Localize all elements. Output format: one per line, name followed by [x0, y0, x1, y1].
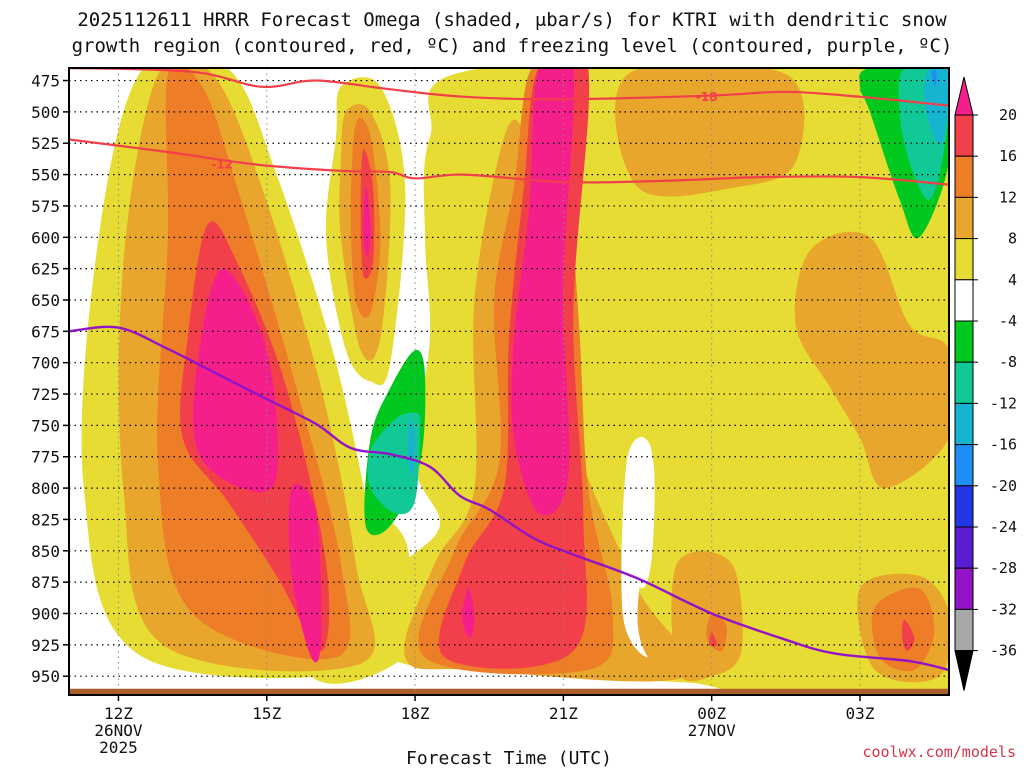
y-tick-label: 650 — [31, 291, 60, 310]
colorbar-label: -32 — [990, 600, 1017, 618]
colorbar-band — [954, 114, 974, 157]
omega-region-lobe-ne-gold — [615, 68, 805, 197]
colorbar-band-bottom — [954, 650, 974, 691]
colorbar-band — [954, 608, 974, 652]
y-tick-label: 775 — [31, 448, 60, 467]
x-tick-label: 18Z — [401, 704, 430, 723]
x-tick-label: 15Z — [252, 704, 281, 723]
omega-region-east-magenta — [511, 68, 575, 516]
colorbar-band — [954, 155, 974, 198]
dgz-contour-line — [69, 138, 949, 186]
x-tick-label: 27NOV — [688, 721, 737, 740]
y-tick-label: 875 — [31, 573, 60, 592]
y-tick-label: 625 — [31, 260, 60, 279]
colorbar-band-top — [954, 76, 974, 116]
colorbar-band — [954, 238, 974, 281]
y-tick-label: 575 — [31, 197, 60, 216]
dgz-contour-label: -18 — [696, 90, 718, 104]
colorbar-label: 4 — [1008, 271, 1017, 289]
colorbar-band — [954, 444, 974, 487]
credit-text: coolwx.com/models — [862, 743, 1016, 761]
colorbar-label: -4 — [999, 312, 1017, 330]
omega-region-lobe-far-se-red — [901, 619, 915, 652]
chart-title-line-1: 2025112611 HRRR Forecast Omega (shaded, … — [77, 9, 947, 31]
colorbar-band — [954, 526, 974, 569]
omega-region-blue-ne — [931, 69, 937, 87]
y-tick-label: 825 — [31, 510, 60, 529]
terrain-strip — [69, 688, 949, 695]
y-tick-label: 750 — [31, 416, 60, 435]
omega-region-lobe-se-red — [709, 632, 717, 647]
colorbar-band — [954, 320, 974, 363]
terrain-layer — [69, 688, 949, 695]
y-tick-label: 550 — [31, 166, 60, 185]
y-tick-label: 475 — [31, 72, 60, 91]
omega-region-lobe-se-gold — [671, 551, 743, 682]
dgz-contour-label: -12 — [211, 158, 233, 172]
omega-region-gap-white-b — [621, 437, 653, 658]
x-tick-label: 2025 — [99, 738, 138, 757]
omega-region-cyan-mid — [407, 418, 416, 477]
colorbar-label: 20 — [999, 106, 1017, 124]
colorbar-label: -8 — [999, 353, 1017, 371]
y-tick-label: 700 — [31, 354, 60, 373]
y-tick-label: 525 — [31, 134, 60, 153]
colorbar-label: -28 — [990, 559, 1017, 577]
y-axis: 475 500 525 550 575 600 625 650 675 700 725 750 775 8… — [31, 72, 69, 686]
colorbar-band — [954, 402, 974, 446]
y-tick-label: 675 — [31, 322, 60, 341]
colorbar: 20 16 12 8 4 -4 -8 -12 -16 -20 -24 -28 -32 -36 — [954, 76, 1017, 691]
x-tick-label: 12Z — [104, 704, 133, 723]
x-tick-label: 21Z — [549, 704, 578, 723]
y-tick-label: 600 — [31, 228, 60, 247]
omega-region-west-magenta-low — [288, 484, 322, 663]
omega-region-mid-magenta — [363, 186, 371, 257]
colorbar-band — [954, 567, 974, 610]
y-tick-label: 800 — [31, 479, 60, 498]
omega-region-east-magenta-low — [461, 587, 475, 639]
omega-region-cyan-ne — [924, 68, 949, 144]
colorbar-label: -36 — [990, 642, 1017, 660]
plot-frame — [68, 67, 950, 696]
colorbar-band — [954, 196, 974, 240]
y-tick-label: 500 — [31, 103, 60, 122]
colorbar-band — [954, 361, 974, 404]
x-axis-label: Forecast Time (UTC) — [406, 748, 612, 768]
x-tick-label: 26NOV — [94, 721, 143, 740]
x-tick-label: 03Z — [846, 704, 875, 723]
colorbar-label: -16 — [990, 436, 1017, 454]
colorbar-label: 12 — [999, 188, 1017, 206]
y-tick-label: 925 — [31, 636, 60, 655]
colorbar-label: -24 — [990, 518, 1017, 536]
y-tick-label: 900 — [31, 604, 60, 623]
colorbar-label: 16 — [999, 147, 1017, 165]
colorbar-band — [954, 279, 974, 322]
colorbar-label: -20 — [990, 477, 1017, 495]
gridlines — [69, 68, 949, 695]
omega-region-lobe-e-gold — [794, 231, 949, 489]
contours: -18 -12 — [69, 68, 949, 672]
colorbar-label: -12 — [990, 394, 1017, 412]
chart-title-line-2: growth region (contoured, red, ºC) and f… — [72, 35, 953, 57]
y-tick-label: 950 — [31, 667, 60, 686]
colorbar-label: 8 — [1008, 230, 1017, 248]
y-tick-label: 850 — [31, 542, 60, 561]
y-tick-label: 725 — [31, 385, 60, 404]
x-tick-label: 00Z — [697, 704, 726, 723]
colorbar-band — [954, 485, 974, 528]
omega-region-teal-mid — [367, 412, 420, 515]
dgz-contour-line — [69, 68, 949, 107]
omega-shading — [81, 68, 949, 695]
freezing-level-line — [69, 325, 949, 672]
omega-region-west-magenta — [193, 268, 279, 493]
